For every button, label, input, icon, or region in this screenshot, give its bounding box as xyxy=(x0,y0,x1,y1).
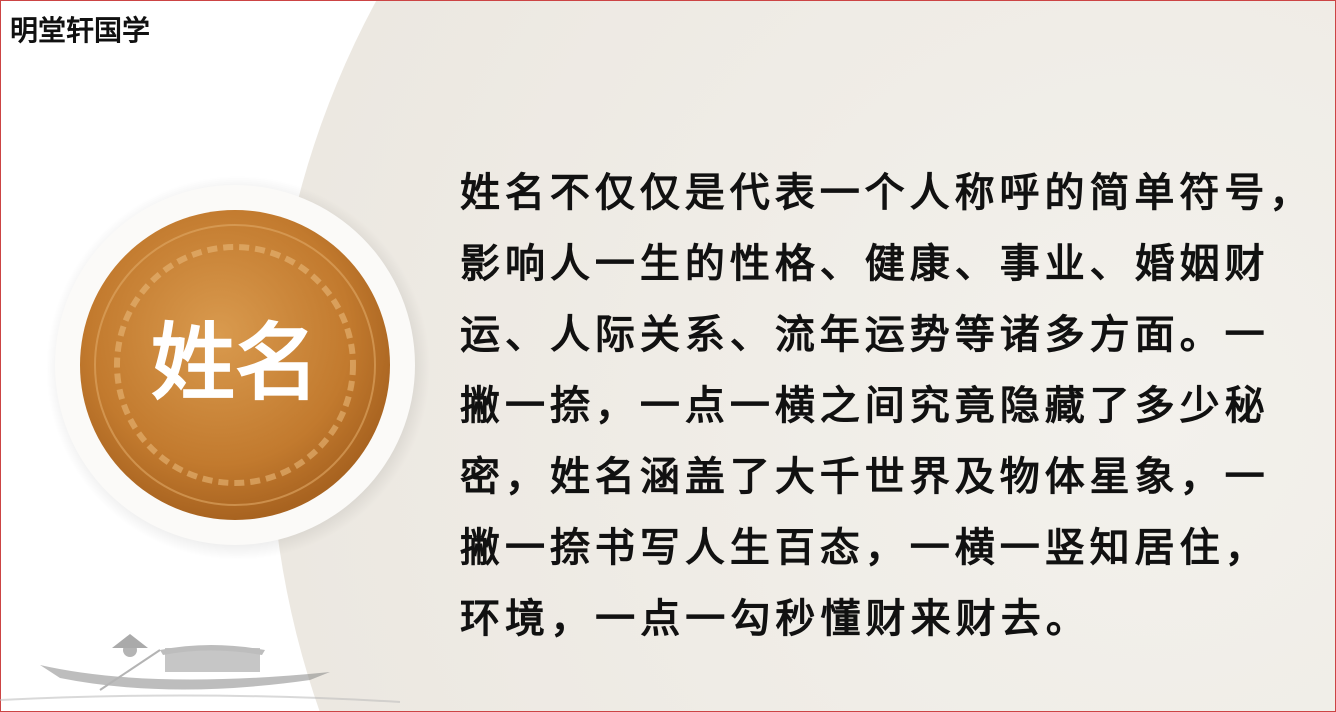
badge-ring xyxy=(94,224,376,506)
badge-label: 姓名 xyxy=(151,313,319,412)
header-title: 明堂轩国学 xyxy=(10,14,150,47)
badge-inner xyxy=(80,210,390,520)
badge-pattern xyxy=(114,244,356,486)
body-line: 姓名不仅仅是代表一个人称呼的简单符号， xyxy=(460,169,1309,216)
backdrop-circle xyxy=(270,0,1336,712)
boat-illustration xyxy=(0,634,401,703)
